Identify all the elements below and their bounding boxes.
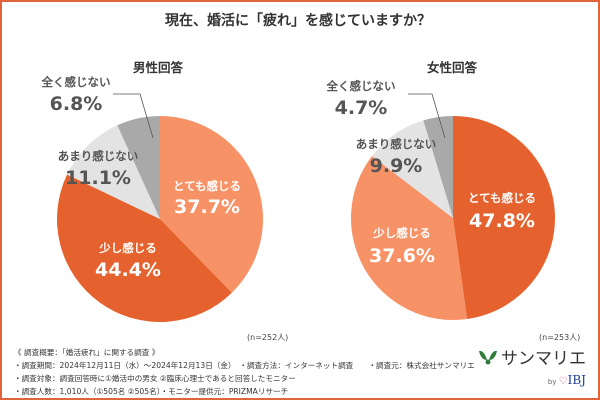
- female-label-not-very-tired: あまり感じない: [356, 137, 437, 151]
- male-slice-very-tired: [160, 116, 263, 293]
- leaf-icon: [479, 350, 497, 364]
- heart-icon: ♡: [558, 376, 568, 387]
- female-chart-title: 女性回答: [427, 60, 478, 75]
- female-label-very-tired: とても感じる: [468, 191, 536, 205]
- survey-period: ・調査期間：2024年12月11日（水）～2024年12月13日（金） ・調査方…: [14, 361, 475, 370]
- female-label-somewhat-tired: 少し感じる: [372, 226, 431, 240]
- female-value-not-very-tired: 9.9%: [370, 155, 423, 177]
- male-value-very-tired: 37.7%: [174, 196, 240, 218]
- male-slice-somewhat-tired: [57, 174, 232, 322]
- female-leader-line: [408, 93, 446, 139]
- ibj-logo: IBJ: [567, 373, 586, 387]
- survey-count: ・調査人数：1,010人（①505名 ②505名）・モニター提供元：PRIZMA…: [14, 387, 289, 396]
- male-chart-title: 男性回答: [133, 60, 184, 75]
- sanmarie-logo: サンマリエ by ♡IBJ: [477, 344, 586, 387]
- chart-title: 現在、婚活に「疲れ」を感じていますか？: [165, 13, 431, 29]
- male-value-somewhat-tired: 44.4%: [95, 259, 161, 281]
- female-value-somewhat-tired: 37.6%: [369, 245, 435, 267]
- female-slice-very-tired: [453, 116, 556, 320]
- female-slice-somewhat-tired: [351, 155, 468, 320]
- survey-summary-heading: 《 調査概要：「婚活疲れ」に関する調査 》: [14, 348, 160, 357]
- female-label-not-at-all-tired: 全く感じない: [326, 79, 396, 93]
- male-sample-size: (n=252人): [247, 333, 289, 342]
- male-slice-not-at-all-tired: [117, 116, 160, 219]
- by-label: by: [547, 378, 557, 386]
- brand-name: サンマリエ: [501, 349, 586, 369]
- female-sample-size: (n=253人): [539, 333, 581, 342]
- male-slice-not-very-tired: [67, 125, 160, 219]
- male-label-very-tired: とても感じる: [173, 179, 241, 193]
- male-leader-line: [113, 93, 154, 139]
- survey-target: ・調査対象：調査回答時に①婚活中の男女 ②臨床心理士であると回答したモニター: [14, 374, 296, 383]
- male-label-not-very-tired: あまり感じない: [58, 149, 139, 163]
- female-value-very-tired: 47.8%: [469, 210, 535, 232]
- male-value-not-at-all-tired: 6.8%: [50, 93, 103, 115]
- male-label-not-at-all-tired: 全く感じない: [41, 75, 111, 89]
- female-value-not-at-all-tired: 4.7%: [335, 97, 388, 119]
- female-slice-not-at-all-tired: [423, 116, 453, 218]
- male-value-not-very-tired: 11.1%: [65, 167, 131, 189]
- female-slice-not-very-tired: [372, 120, 453, 218]
- male-label-somewhat-tired: 少し感じる: [98, 241, 157, 255]
